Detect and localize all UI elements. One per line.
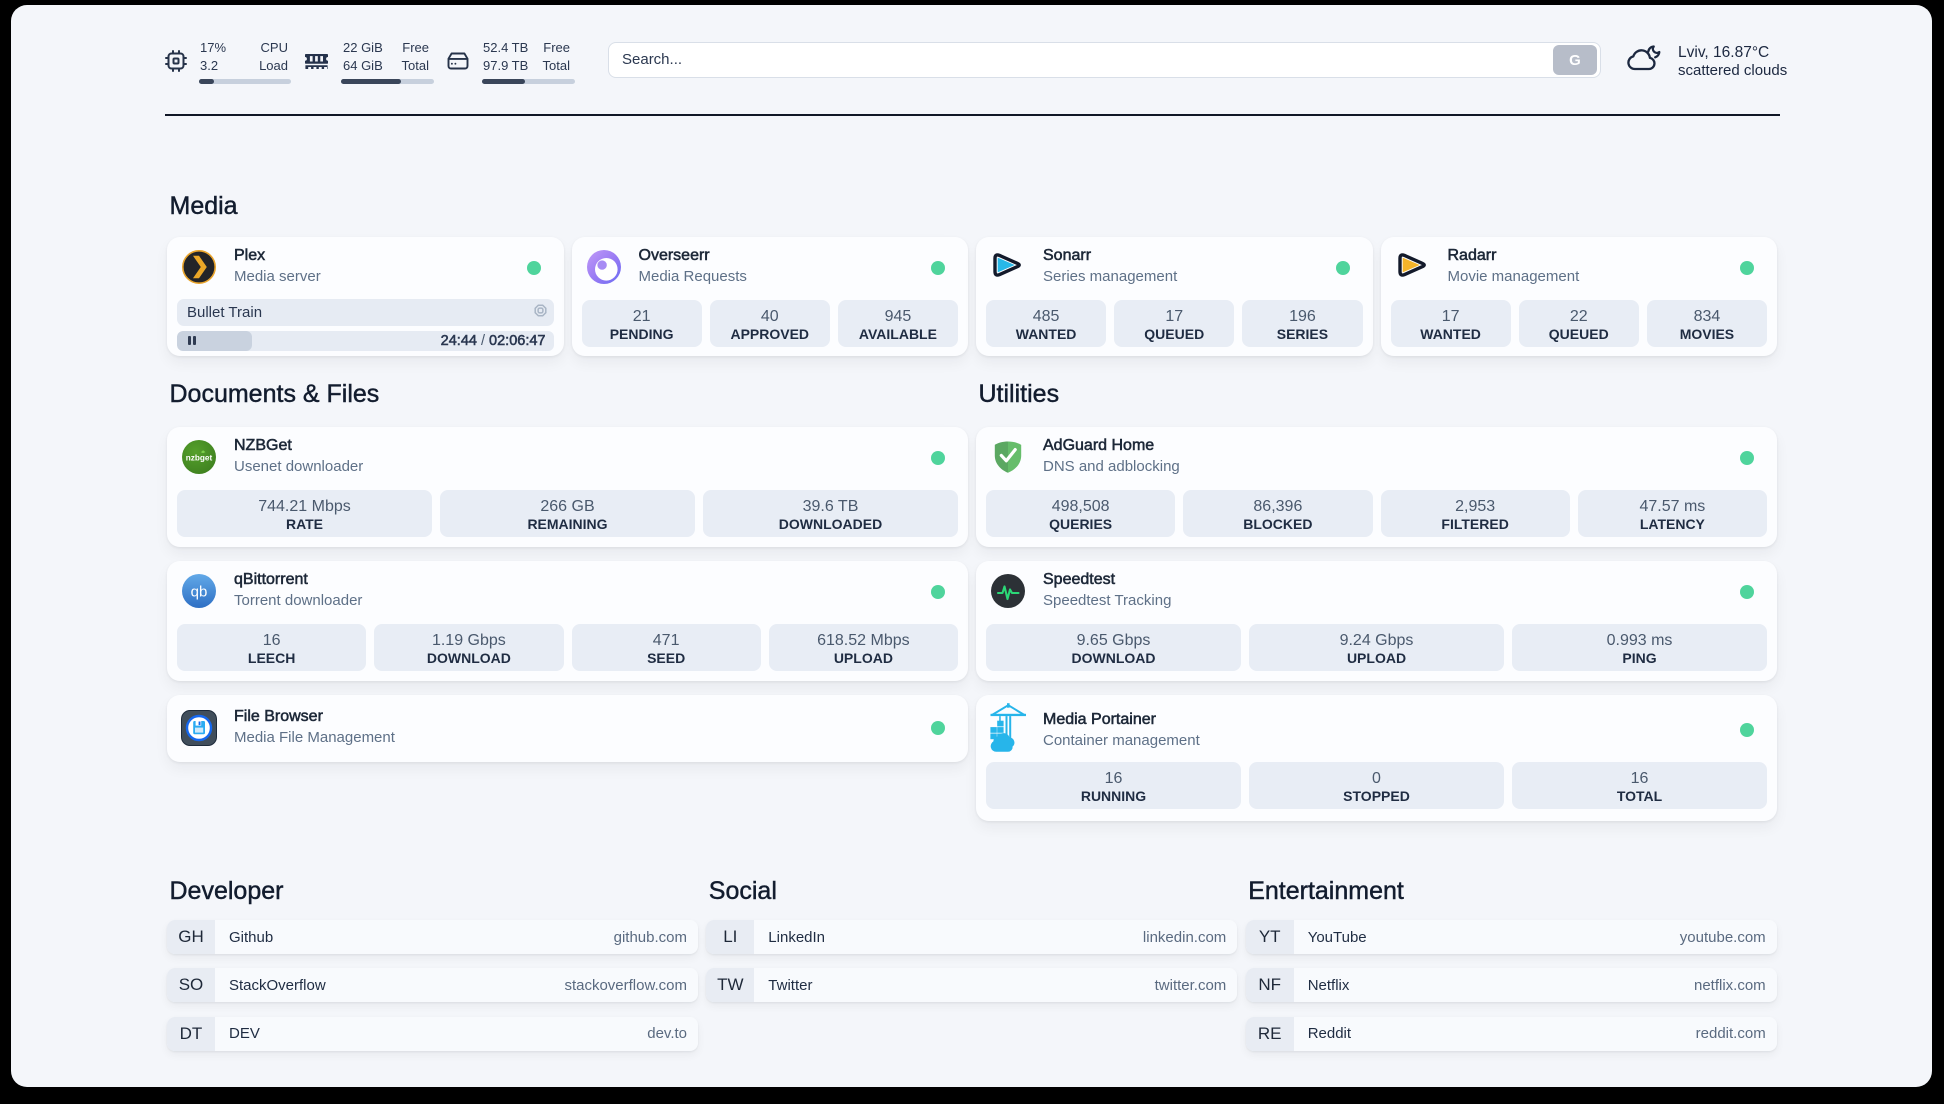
- svg-text:qb: qb: [191, 584, 208, 601]
- svg-text:nzbget: nzbget: [186, 453, 213, 462]
